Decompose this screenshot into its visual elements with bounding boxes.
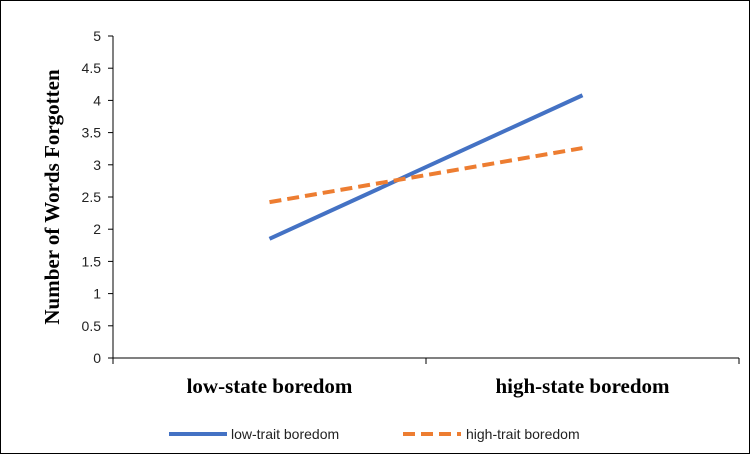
series-line-low-trait-boredom <box>268 93 584 241</box>
x-tick-labels: low-state boredom high-state boredom <box>112 358 740 398</box>
y-tick-label: 2.5 <box>82 189 102 205</box>
legend: low-trait boredom high-trait boredom <box>169 426 580 442</box>
legend-label: low-trait boredom <box>231 426 339 442</box>
y-tick-label: 3.5 <box>82 125 102 141</box>
series-line-high-trait-boredom <box>269 146 583 205</box>
y-tick-label: 4 <box>93 92 101 108</box>
axes <box>112 36 739 359</box>
y-tick-label: 2 <box>93 221 101 237</box>
y-tick-labels: 0 0.5 1 1.5 2 2.5 3 3.5 4 4.5 5 <box>82 28 113 366</box>
y-tick-label: 1.5 <box>82 253 102 269</box>
x-tick-label: low-state boredom <box>187 374 353 398</box>
y-tick-label: 0 <box>93 350 101 366</box>
series-lines <box>268 93 584 241</box>
y-tick-label: 5 <box>93 28 101 44</box>
y-tick-label: 3 <box>93 157 101 173</box>
legend-label: high-trait boredom <box>466 426 580 442</box>
y-axis-label: Number of Words Forgotten <box>40 69 64 325</box>
x-tick-label: high-state boredom <box>495 374 670 398</box>
y-tick-label: 0.5 <box>82 318 102 334</box>
y-tick-label: 4.5 <box>82 60 102 76</box>
y-tick-label: 1 <box>93 286 101 302</box>
